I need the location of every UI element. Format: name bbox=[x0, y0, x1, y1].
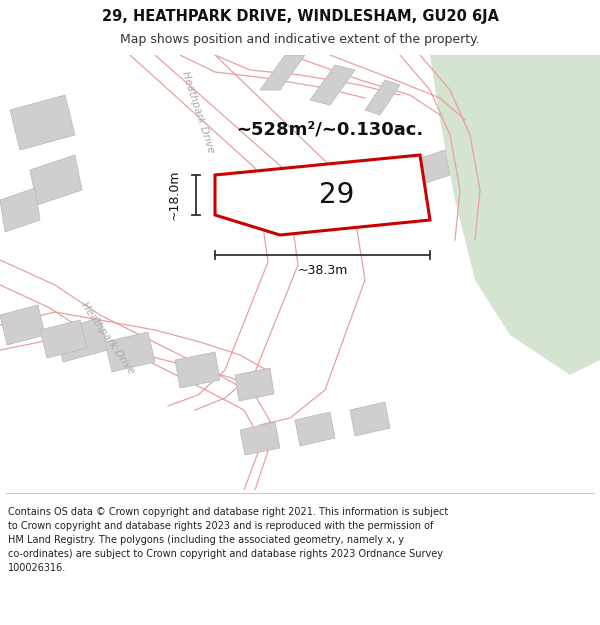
Polygon shape bbox=[415, 150, 450, 185]
Polygon shape bbox=[310, 180, 355, 210]
Polygon shape bbox=[310, 65, 355, 105]
Polygon shape bbox=[175, 352, 220, 388]
Text: Contains OS data © Crown copyright and database right 2021. This information is : Contains OS data © Crown copyright and d… bbox=[8, 507, 448, 573]
Polygon shape bbox=[55, 318, 108, 362]
Polygon shape bbox=[95, 55, 380, 422]
Polygon shape bbox=[235, 368, 274, 401]
Polygon shape bbox=[10, 95, 75, 150]
Polygon shape bbox=[0, 188, 40, 232]
Text: ~38.3m: ~38.3m bbox=[298, 264, 347, 278]
Polygon shape bbox=[415, 55, 600, 375]
Polygon shape bbox=[215, 155, 430, 235]
Text: Map shows position and indicative extent of the property.: Map shows position and indicative extent… bbox=[120, 32, 480, 46]
Polygon shape bbox=[365, 80, 400, 115]
Text: Heathpark Drive: Heathpark Drive bbox=[79, 300, 137, 376]
Polygon shape bbox=[240, 422, 280, 455]
Polygon shape bbox=[40, 320, 87, 358]
Text: ~18.0m: ~18.0m bbox=[167, 170, 181, 220]
Polygon shape bbox=[0, 260, 275, 490]
Polygon shape bbox=[30, 155, 82, 205]
Polygon shape bbox=[350, 402, 390, 436]
Text: ~528m²/~0.130ac.: ~528m²/~0.130ac. bbox=[236, 121, 424, 139]
Polygon shape bbox=[295, 412, 335, 446]
Polygon shape bbox=[260, 55, 305, 90]
Text: 29, HEATHPARK DRIVE, WINDLESHAM, GU20 6JA: 29, HEATHPARK DRIVE, WINDLESHAM, GU20 6J… bbox=[101, 9, 499, 24]
Text: Heathpark Drive: Heathpark Drive bbox=[180, 70, 216, 154]
Polygon shape bbox=[0, 305, 45, 345]
Polygon shape bbox=[105, 332, 155, 372]
Text: 29: 29 bbox=[319, 181, 355, 209]
